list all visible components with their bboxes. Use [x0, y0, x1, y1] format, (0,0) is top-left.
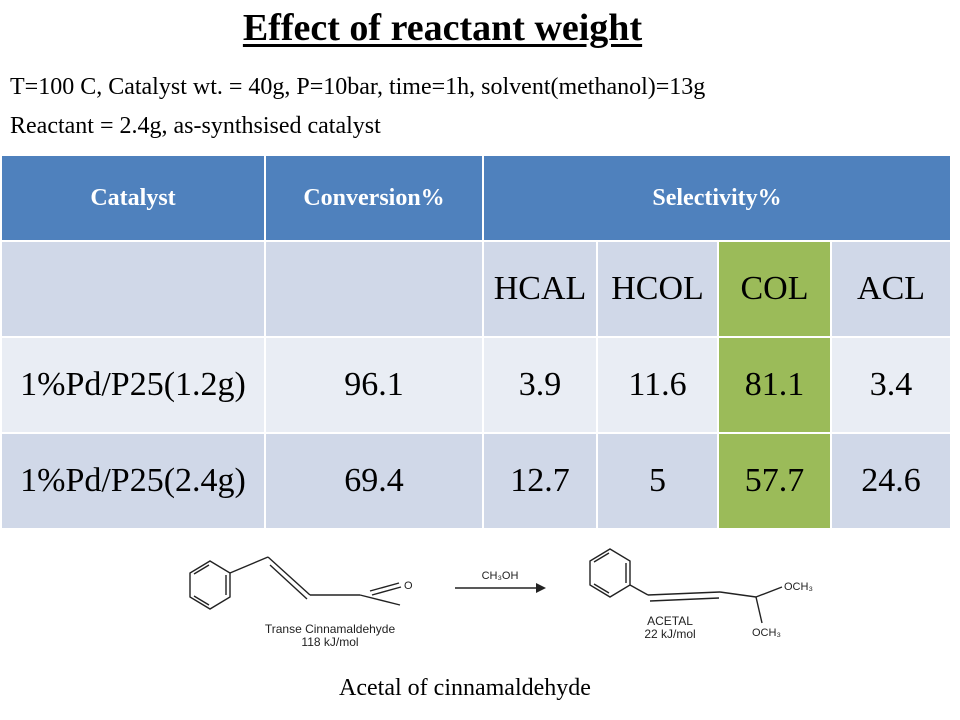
cell-conversion: 96.1	[264, 336, 484, 434]
cell-hcol: 5	[596, 432, 719, 530]
conditions-line-1: T=100 C, Catalyst wt. = 40g, P=10bar, ti…	[10, 74, 706, 100]
conditions-line-2: Reactant = 2.4g, as-synthsised catalyst	[10, 113, 381, 139]
table-header-row: Catalyst Conversion% Selectivity%	[0, 154, 953, 242]
cell-hcol: 11.6	[596, 336, 719, 434]
subheader-hcol: HCOL	[596, 240, 719, 338]
subheader-col: COL	[717, 240, 832, 338]
reactant-name: Transe Cinnamaldehyde	[265, 622, 396, 636]
table-row: 1%Pd/P25(1.2g) 96.1 3.9 11.6 81.1 3.4	[0, 336, 953, 434]
cell-conversion: 69.4	[264, 432, 484, 530]
cell-col: 57.7	[717, 432, 832, 530]
cell-acl: 24.6	[829, 432, 953, 530]
header-selectivity: Selectivity%	[481, 154, 953, 242]
subheader-hcal: HCAL	[482, 240, 598, 338]
cinnamaldehyde-structure	[189, 556, 402, 610]
cell-catalyst: 1%Pd/P25(2.4g)	[0, 432, 266, 530]
cell-acl: 3.4	[829, 336, 953, 434]
reactant-oxygen-label: O	[404, 580, 413, 592]
reaction-scheme: O Transe Cinnamaldehyde 118 kJ/mol CH₃OH…	[189, 548, 813, 649]
page-title: Effect of reactant weight	[242, 7, 643, 49]
header-conversion: Conversion%	[264, 154, 484, 242]
cell-catalyst: 1%Pd/P25(1.2g)	[0, 336, 266, 434]
reactant-energy: 118 kJ/mol	[301, 635, 358, 649]
empty-cell	[0, 240, 266, 338]
product-name: ACETAL	[647, 614, 693, 628]
cell-col: 81.1	[717, 336, 832, 434]
header-catalyst: Catalyst	[0, 154, 266, 242]
table-row: 1%Pd/P25(2.4g) 69.4 12.7 5 57.7 24.6	[0, 432, 953, 530]
subheader-acl: ACL	[829, 240, 953, 338]
table-subheader-row: HCAL HCOL COL ACL	[0, 240, 953, 338]
reagent-label: CH₃OH	[482, 570, 519, 582]
figure-caption: Acetal of cinnamaldehyde	[339, 675, 591, 701]
reaction-arrow	[455, 583, 546, 593]
cell-hcal: 12.7	[482, 432, 598, 530]
empty-cell	[264, 240, 484, 338]
och3-top-label: OCH₃	[784, 581, 813, 593]
product-energy: 22 kJ/mol	[644, 627, 695, 641]
cell-hcal: 3.9	[482, 336, 598, 434]
och3-bottom-label: OCH₃	[752, 627, 781, 639]
acetal-structure	[589, 548, 783, 624]
results-table: Catalyst Conversion% Selectivity% HCAL H…	[0, 154, 953, 530]
